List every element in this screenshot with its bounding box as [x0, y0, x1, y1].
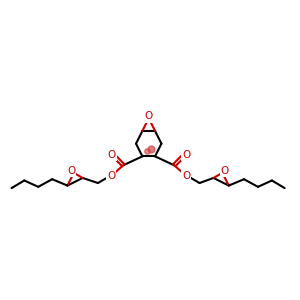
Text: O: O: [107, 150, 116, 160]
Text: O: O: [182, 150, 190, 160]
Text: O: O: [182, 171, 190, 181]
Text: O: O: [145, 112, 153, 122]
Text: O: O: [67, 166, 75, 176]
Text: O: O: [221, 166, 229, 176]
Text: O: O: [107, 171, 115, 181]
